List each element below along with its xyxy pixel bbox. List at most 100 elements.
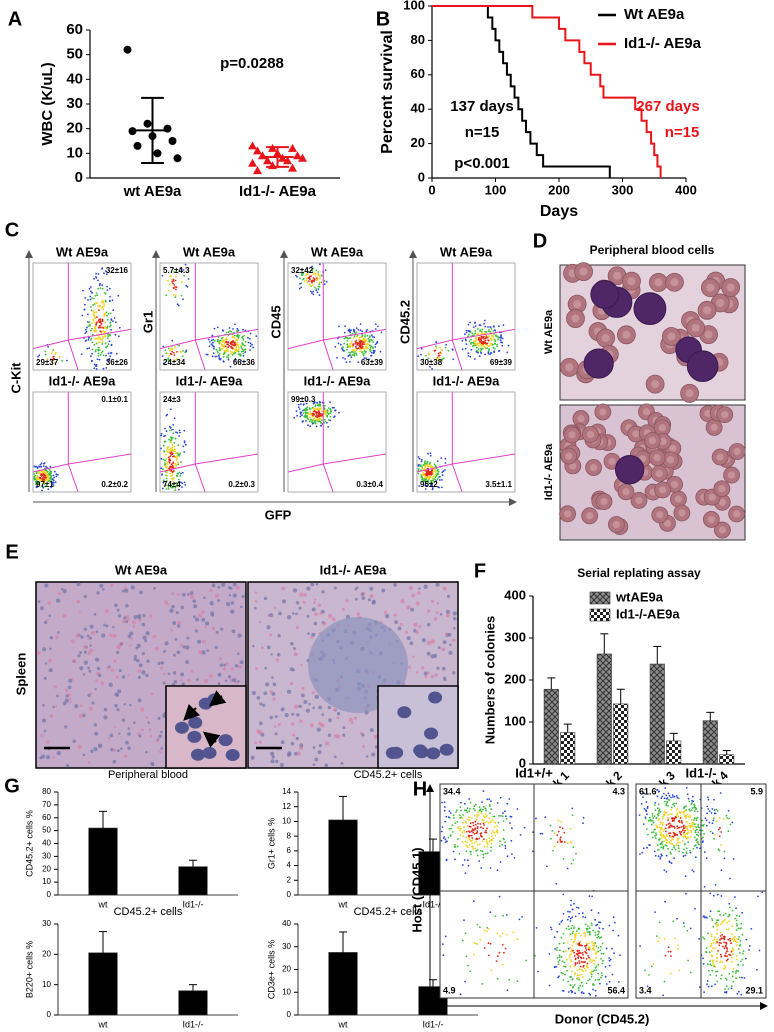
flow-event: [676, 807, 679, 810]
flow-event: [481, 850, 484, 853]
tissue-cell: [299, 592, 304, 597]
tissue-cell: [125, 614, 130, 618]
tissue-cell: [374, 745, 378, 749]
flow-event: [485, 820, 488, 823]
flow-event: [234, 323, 236, 326]
flow-event: [479, 335, 481, 338]
flow-event: [651, 812, 654, 815]
red-cell-center: [565, 363, 574, 372]
tissue-cell: [373, 734, 378, 739]
flow-event: [685, 805, 687, 807]
inset-cell: [428, 691, 443, 704]
flow-event: [567, 925, 570, 928]
flow-event: [716, 893, 719, 896]
flow-event: [84, 303, 86, 306]
flow-event: [598, 931, 601, 933]
flow-event: [477, 822, 479, 825]
flow-event: [663, 828, 666, 831]
flow-event: [488, 348, 490, 350]
flow-event: [731, 949, 734, 952]
flow-event: [477, 348, 480, 350]
flow-event: [363, 343, 366, 346]
tissue-cell: [181, 682, 185, 686]
flow-event: [313, 413, 315, 416]
flow-event: [575, 852, 577, 855]
flow-event: [349, 331, 351, 334]
flow-event: [706, 983, 708, 986]
flow-event: [318, 294, 321, 297]
gate: [194, 339, 206, 371]
quadrant-value: 32±16: [106, 266, 129, 275]
flow-event: [473, 340, 475, 343]
flow-event: [165, 359, 168, 361]
flow-event: [556, 930, 559, 933]
flow-event: [305, 402, 308, 405]
flow-event: [476, 844, 479, 846]
flow-event: [662, 836, 665, 838]
flow-event: [180, 472, 183, 475]
flow-event: [541, 832, 544, 835]
flow-event: [493, 815, 496, 818]
flow-event: [726, 921, 729, 924]
flow-event: [249, 345, 252, 347]
flow-event: [160, 434, 163, 437]
flow-event: [172, 480, 175, 483]
flow-event: [241, 342, 244, 345]
flow-event: [706, 805, 709, 808]
flow-event: [748, 945, 751, 947]
flow-event: [424, 460, 426, 463]
tissue-cell: [103, 715, 108, 720]
flow-event: [667, 799, 670, 801]
gate: [287, 339, 324, 350]
flow-event: [464, 338, 467, 341]
flow-event: [425, 482, 427, 484]
tissue-cell: [95, 630, 99, 634]
flow-event: [171, 446, 174, 449]
flow-event: [650, 823, 653, 826]
flow-event: [47, 346, 49, 348]
flow-event: [421, 466, 424, 468]
flow-event: [329, 408, 332, 411]
y-axis-label: Percent survival: [379, 30, 396, 154]
flow-event: [477, 333, 480, 335]
flow-event: [456, 845, 459, 848]
flow-event: [40, 465, 43, 468]
tissue-cell: [225, 662, 229, 666]
flow-event: [657, 819, 660, 821]
flow-event: [569, 917, 572, 920]
flow-event: [673, 827, 676, 829]
x-tick-label: Id1-/-: [182, 1019, 203, 1029]
y-tick-label: 20: [42, 949, 51, 958]
tissue-cell: [290, 741, 295, 746]
flow-event: [34, 474, 37, 477]
flow-event: [221, 340, 224, 343]
flow-event: [728, 906, 731, 909]
flow-event: [670, 853, 672, 855]
flow-event: [584, 947, 587, 949]
flow-event: [689, 810, 691, 812]
flow-event: [558, 975, 560, 978]
flow-event: [93, 315, 96, 317]
tissue-cell: [426, 651, 431, 656]
flow-event: [109, 325, 111, 328]
flow-event: [174, 296, 177, 299]
flow-event: [723, 850, 726, 853]
flow-event: [115, 352, 118, 355]
flow-event: [473, 842, 476, 844]
flow-event: [521, 916, 523, 918]
flow-event: [714, 833, 717, 836]
flow-event: [364, 334, 366, 336]
flow-event: [673, 857, 675, 859]
flow-event: [486, 827, 488, 830]
flow-event: [658, 808, 661, 811]
row-label: Spleen: [13, 653, 28, 696]
tissue-cell: [91, 701, 95, 705]
flow-event: [493, 821, 496, 824]
tissue-cell: [322, 621, 327, 626]
flow-event: [89, 323, 91, 326]
flow-event: [164, 471, 167, 473]
flow-event: [34, 466, 37, 468]
tissue-cell: [196, 678, 199, 681]
flow-event: [358, 336, 361, 339]
flow-event: [713, 936, 716, 939]
